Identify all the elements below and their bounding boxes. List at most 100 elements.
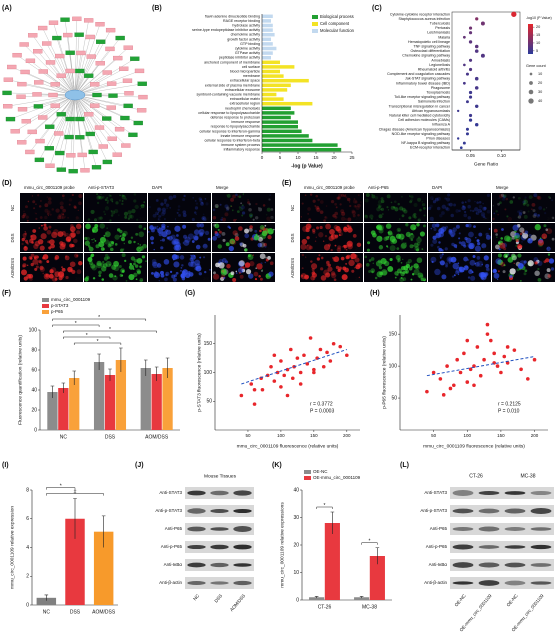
y-tick-label: anchored component of membrane [204,60,260,64]
network-node [96,39,106,44]
blot-band [233,580,252,586]
tissue-signal [260,269,264,273]
tissue-signal [457,262,460,265]
tissue-signal [88,245,91,248]
y-tick-label: 2 [26,574,29,580]
tissue-signal [431,198,434,201]
network-node [34,157,45,163]
tissue-signal [448,229,453,233]
error-bar [165,357,170,378]
y-tick-label: cellular response to interferon-gamma [199,129,260,133]
tissue-signal [445,264,448,268]
tissue-signal [370,268,376,273]
tissue-signal [266,216,271,221]
tissue-signal [445,207,450,212]
tissue-signal [500,193,505,197]
significance-mark: * [369,539,371,545]
tissue-signal [96,195,101,200]
tissue-signal [247,254,251,258]
tissue-signal [534,224,541,231]
tissue-signal [330,271,336,276]
tissue-signal [312,230,316,234]
tissue-signal [256,263,263,270]
tissue-signal [106,196,109,199]
y-tick-label: Chagas disease (American trypanosomiasis… [379,127,450,131]
network-node [66,153,76,158]
tissue-signal [47,200,52,205]
tissue-signal [381,269,388,276]
blot-band [210,544,229,550]
tissue-signal [481,243,487,249]
legend-swatch [304,476,311,480]
tissue-signal [163,198,168,202]
network-node [133,120,143,126]
x-tick-label: 0.05 [466,153,475,158]
tissue-signal [94,224,99,228]
tissue-signal [435,232,441,238]
error-bar [119,347,123,372]
tissue-signal [98,270,102,275]
y-tick-label: innate immune response [221,134,260,138]
tissue-signal [311,272,317,278]
network-edge [70,94,76,156]
y-tick-label: NF-kappa B signaling pathway [401,141,450,145]
bar [262,32,275,37]
tissue-signal [68,198,73,202]
tissue-signal [238,260,245,267]
network-edge [74,20,89,96]
tissue-signal [493,228,498,233]
tissue-signal [78,261,83,266]
tissue-signal [430,243,434,247]
blot-band [530,527,552,531]
tissue-signal [24,232,27,235]
size-legend-label: 20 [538,81,542,85]
legend-label: p-P65 [51,309,64,314]
tissue-signal [428,206,432,211]
tissue-signal [316,226,320,230]
tissue-signal [76,230,81,235]
tissue-signal [314,205,317,207]
tissue-signal [253,235,260,241]
tissue-signal [28,273,34,279]
tissue-signal [176,234,179,237]
tissue-signal [413,227,416,230]
tissue-signal [198,197,202,201]
bubble [468,95,473,99]
tissue-signal [268,271,274,277]
tissue-signal [95,244,100,249]
tissue-signal [412,214,416,218]
tissue-signal [394,276,397,279]
tissue-signal [300,216,303,218]
tissue-signal [165,203,170,208]
tissue-signal [102,260,105,264]
panel-label: (I) [2,462,9,469]
tissue-signal [67,239,71,242]
tissue-signal [229,239,234,244]
network-edge [7,94,76,107]
tissue-signal [368,259,372,262]
network-node [10,129,20,134]
tissue-signal [136,218,139,221]
tissue-signal [164,277,168,282]
tissue-signal [92,277,96,280]
y-tick-label: flavin adenine dinucleotide binding [205,14,260,18]
network-node [77,152,87,158]
tissue-signal [389,257,393,262]
bar [262,147,342,152]
tissue-signal [172,258,175,261]
tissue-signal [349,204,352,208]
tissue-signal [400,243,407,250]
magnification: 20X [139,247,146,251]
tissue-signal [517,210,520,213]
y-tick-label: Hematopoietic cell lineage [408,40,450,44]
y-tick-label: Toxoplasmosis [426,90,450,94]
magnification: 20X [267,247,274,251]
y-tick-label: RAGE receptor binding [223,19,260,23]
colorbar [528,24,533,54]
network-edge [68,94,76,138]
tissue-signal [160,239,162,242]
tissue-signal [325,272,331,278]
tissue-signal [121,202,124,206]
tissue-signal [307,207,311,211]
panel-label: (J) [135,462,144,469]
